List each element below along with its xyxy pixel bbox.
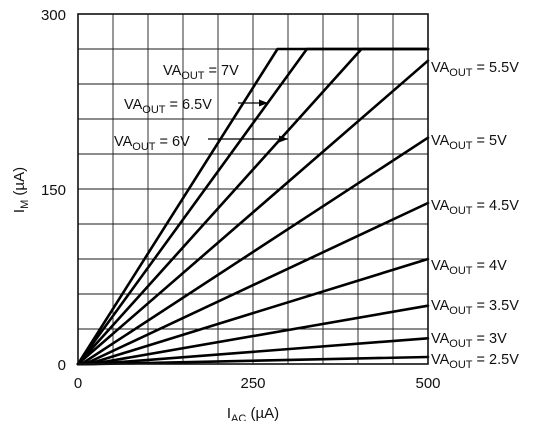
arrow-head [259, 99, 268, 107]
plot-frame [77, 13, 429, 365]
label-arrows [208, 99, 288, 143]
y-axis-title: IM (µA) [11, 167, 31, 213]
series-label: VAOUT = 5.5V [431, 60, 519, 79]
grid [78, 14, 428, 364]
y-tick-label: 300 [41, 7, 66, 24]
y-tick-label: 150 [41, 182, 66, 199]
series-line [76, 47, 430, 366]
series-line [76, 59, 430, 366]
axis-titles: IAC (µA) IM (µA) [11, 167, 279, 421]
series-label: VAOUT = 6V [114, 134, 190, 153]
series-label: VAOUT = 3V [431, 331, 507, 350]
series-label: VAOUT = 4.5V [431, 198, 519, 217]
plot-border [77, 13, 429, 365]
x-tick-label: 500 [415, 375, 440, 392]
series-label: VAOUT = 5V [431, 133, 507, 152]
x-tick-label: 0 [74, 375, 82, 392]
series-label: VAOUT = 7V [163, 63, 239, 82]
series-label: VAOUT = 4V [431, 258, 507, 277]
x-axis-title: IAC (µA) [227, 405, 279, 421]
y-tick-label: 0 [58, 357, 66, 374]
series-label: VAOUT = 6.5V [124, 97, 212, 116]
x-tick-label: 250 [240, 375, 265, 392]
tick-labels: 0 250 500 0 150 300 [41, 7, 441, 392]
series-label: VAOUT = 3.5V [431, 298, 519, 317]
arrow-head [279, 135, 288, 143]
series-label: VAOUT = 2.5V [431, 352, 519, 371]
series-labels: VAOUT = 2.5V VAOUT = 3V VAOUT = 3.5V VAOUT … [114, 60, 519, 371]
